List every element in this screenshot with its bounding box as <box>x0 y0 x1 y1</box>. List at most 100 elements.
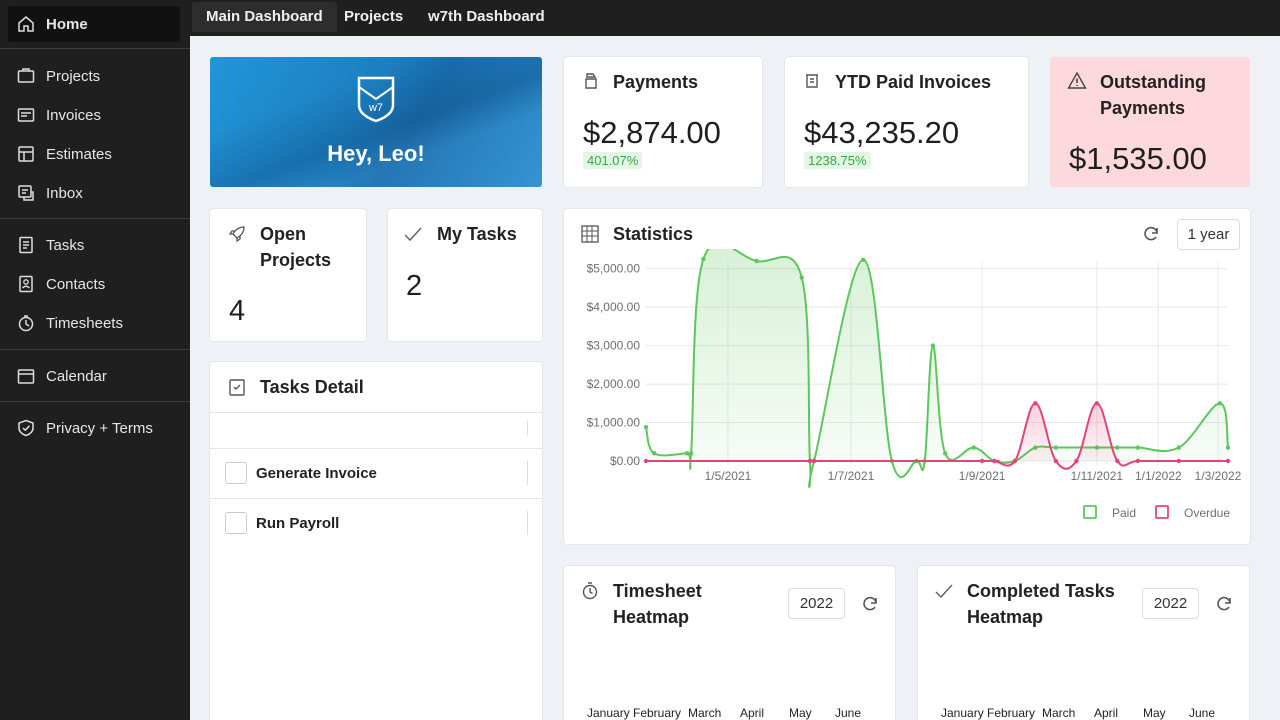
w7-logo-icon: w7 <box>357 76 395 123</box>
sidebar-item-inbox[interactable]: Inbox <box>8 175 180 211</box>
sidebar-item-label: Estimates <box>46 145 112 163</box>
legend-swatch <box>1155 505 1169 519</box>
task-checkbox[interactable] <box>225 462 247 484</box>
y-tick-label: $3,000.00 <box>587 339 641 353</box>
sidebar-item-contacts[interactable]: Contacts <box>8 266 180 302</box>
contacts-icon <box>16 274 36 294</box>
top-tab-bar: Main Dashboard Projects w7th Dashboard <box>190 0 1280 36</box>
y-tick-label: $1,000.00 <box>587 416 641 430</box>
heatmap-month-label: January <box>587 706 630 720</box>
welcome-banner: w7 Hey, Leo! <box>210 57 542 187</box>
sidebar-item-label: Calendar <box>46 367 107 385</box>
sidebar-item-timesheets[interactable]: Timesheets <box>8 305 180 341</box>
tab-w7th-dashboard[interactable]: w7th Dashboard <box>428 8 545 25</box>
statistics-title: Statistics <box>613 224 694 244</box>
legend-label: Overdue <box>1184 506 1230 520</box>
timesheet-title-line1: Timesheet <box>613 581 702 601</box>
x-tick-label: 1/1/2022 <box>1135 469 1182 483</box>
refresh-icon[interactable] <box>860 594 880 614</box>
projects-icon <box>16 66 36 86</box>
data-point <box>971 445 977 450</box>
refresh-icon[interactable] <box>1141 224 1161 244</box>
data-point <box>1115 458 1120 464</box>
tab-projects[interactable]: Projects <box>344 8 404 25</box>
refresh-icon[interactable] <box>1214 594 1234 614</box>
outstanding-payments-card[interactable]: Outstanding Payments $1,535.00 <box>1050 57 1250 187</box>
data-point <box>1176 458 1182 464</box>
heatmap-month-label: January <box>941 706 984 720</box>
outstanding-value: $1,535.00 <box>1069 141 1207 176</box>
ytd-paid-invoices-card[interactable]: YTD Paid Invoices $43,235.20 1238.75% <box>785 57 1028 187</box>
sidebar-item-calendar[interactable]: Calendar <box>8 358 180 394</box>
legend-swatch <box>1083 505 1097 519</box>
open-projects-count: 4 <box>229 295 246 327</box>
my-tasks-card[interactable]: My Tasks 2 <box>388 209 542 341</box>
timesheet-heatmap-card: Timesheet Heatmap 2022 <box>564 566 895 720</box>
task-checkbox[interactable] <box>225 512 247 534</box>
task-label: Generate Invoice <box>256 465 377 482</box>
timesheets-icon <box>16 313 36 333</box>
invoices-icon <box>16 105 36 125</box>
sidebar-item-label: Projects <box>46 67 101 85</box>
range-selector-button[interactable]: 1 year <box>1177 219 1240 250</box>
open-projects-title-line1: Open <box>260 224 307 244</box>
heatmap-month-label: April <box>740 706 765 720</box>
data-point <box>1053 445 1059 450</box>
statistics-chart: $0.00 $1,000.00 $2,000.00 $3,000.00 $4,000.0… <box>587 249 1242 520</box>
data-point <box>684 451 690 456</box>
data-point <box>1033 401 1038 406</box>
sidebar-item-estimates[interactable]: Estimates <box>8 136 180 172</box>
data-point <box>1115 445 1120 450</box>
series-area-overdue <box>646 403 1228 469</box>
sidebar-item-home[interactable]: Home <box>8 6 180 42</box>
data-point <box>942 451 948 456</box>
data-point <box>1217 401 1223 406</box>
column-divider <box>527 420 528 436</box>
checkmark-icon <box>404 227 422 242</box>
open-projects-card[interactable]: Open Projects 4 <box>210 209 366 341</box>
sidebar-item-label: Timesheets <box>46 314 123 332</box>
sidebar-item-label: Contacts <box>46 275 106 293</box>
tasks-detail-title: Tasks Detail <box>260 377 364 397</box>
heatmap-month-label: June <box>835 706 862 720</box>
timesheet-title-line2: Heatmap <box>613 607 690 627</box>
heatmap-month-label: February <box>987 706 1036 720</box>
sidebar-item-tasks[interactable]: Tasks <box>8 227 180 263</box>
y-tick-label: $2,000.00 <box>587 377 641 391</box>
statistics-card: Statistics 1 year $0.00 $1,000.00 $2,000.0… <box>564 209 1250 544</box>
ytd-title: YTD Paid Invoices <box>835 72 992 92</box>
sidebar-item-privacy-terms[interactable]: Privacy + Terms <box>8 410 180 446</box>
data-point <box>1053 458 1059 464</box>
greeting-text: Hey, Leo! <box>327 141 425 166</box>
data-point <box>643 424 649 430</box>
data-point <box>930 343 936 348</box>
tab-main-dashboard[interactable]: Main Dashboard <box>192 2 337 32</box>
completed-title-line2: Heatmap <box>967 607 1044 627</box>
column-divider <box>527 461 528 485</box>
calendar-icon <box>16 366 36 386</box>
stopwatch-icon <box>582 582 598 600</box>
sidebar-item-invoices[interactable]: Invoices <box>8 97 180 133</box>
sidebar-item-projects[interactable]: Projects <box>8 58 180 94</box>
heatmap-month-label: June <box>1189 706 1216 720</box>
legend-label: Paid <box>1112 506 1136 520</box>
warning-icon <box>1067 71 1087 89</box>
data-point <box>643 458 649 464</box>
open-projects-title-line2: Projects <box>260 250 332 270</box>
sidebar-divider <box>0 349 190 350</box>
divider <box>210 448 542 449</box>
year-selector-button[interactable]: 2022 <box>1142 588 1199 619</box>
sidebar-divider <box>0 48 190 49</box>
heatmap-month-label: May <box>789 706 812 720</box>
data-point <box>799 275 804 280</box>
tasks-icon <box>16 235 36 255</box>
y-tick-label: $5,000.00 <box>587 262 641 276</box>
svg-text:w7: w7 <box>368 102 383 114</box>
data-point <box>1135 445 1141 450</box>
sidebar-divider <box>0 401 190 402</box>
sidebar-item-label: Invoices <box>46 106 102 124</box>
year-selector-button[interactable]: 2022 <box>788 588 845 619</box>
y-tick-label: $0.00 <box>610 454 640 468</box>
payments-card[interactable]: Payments $2,874.00 401.07% <box>564 57 762 187</box>
my-tasks-count: 2 <box>406 270 423 302</box>
